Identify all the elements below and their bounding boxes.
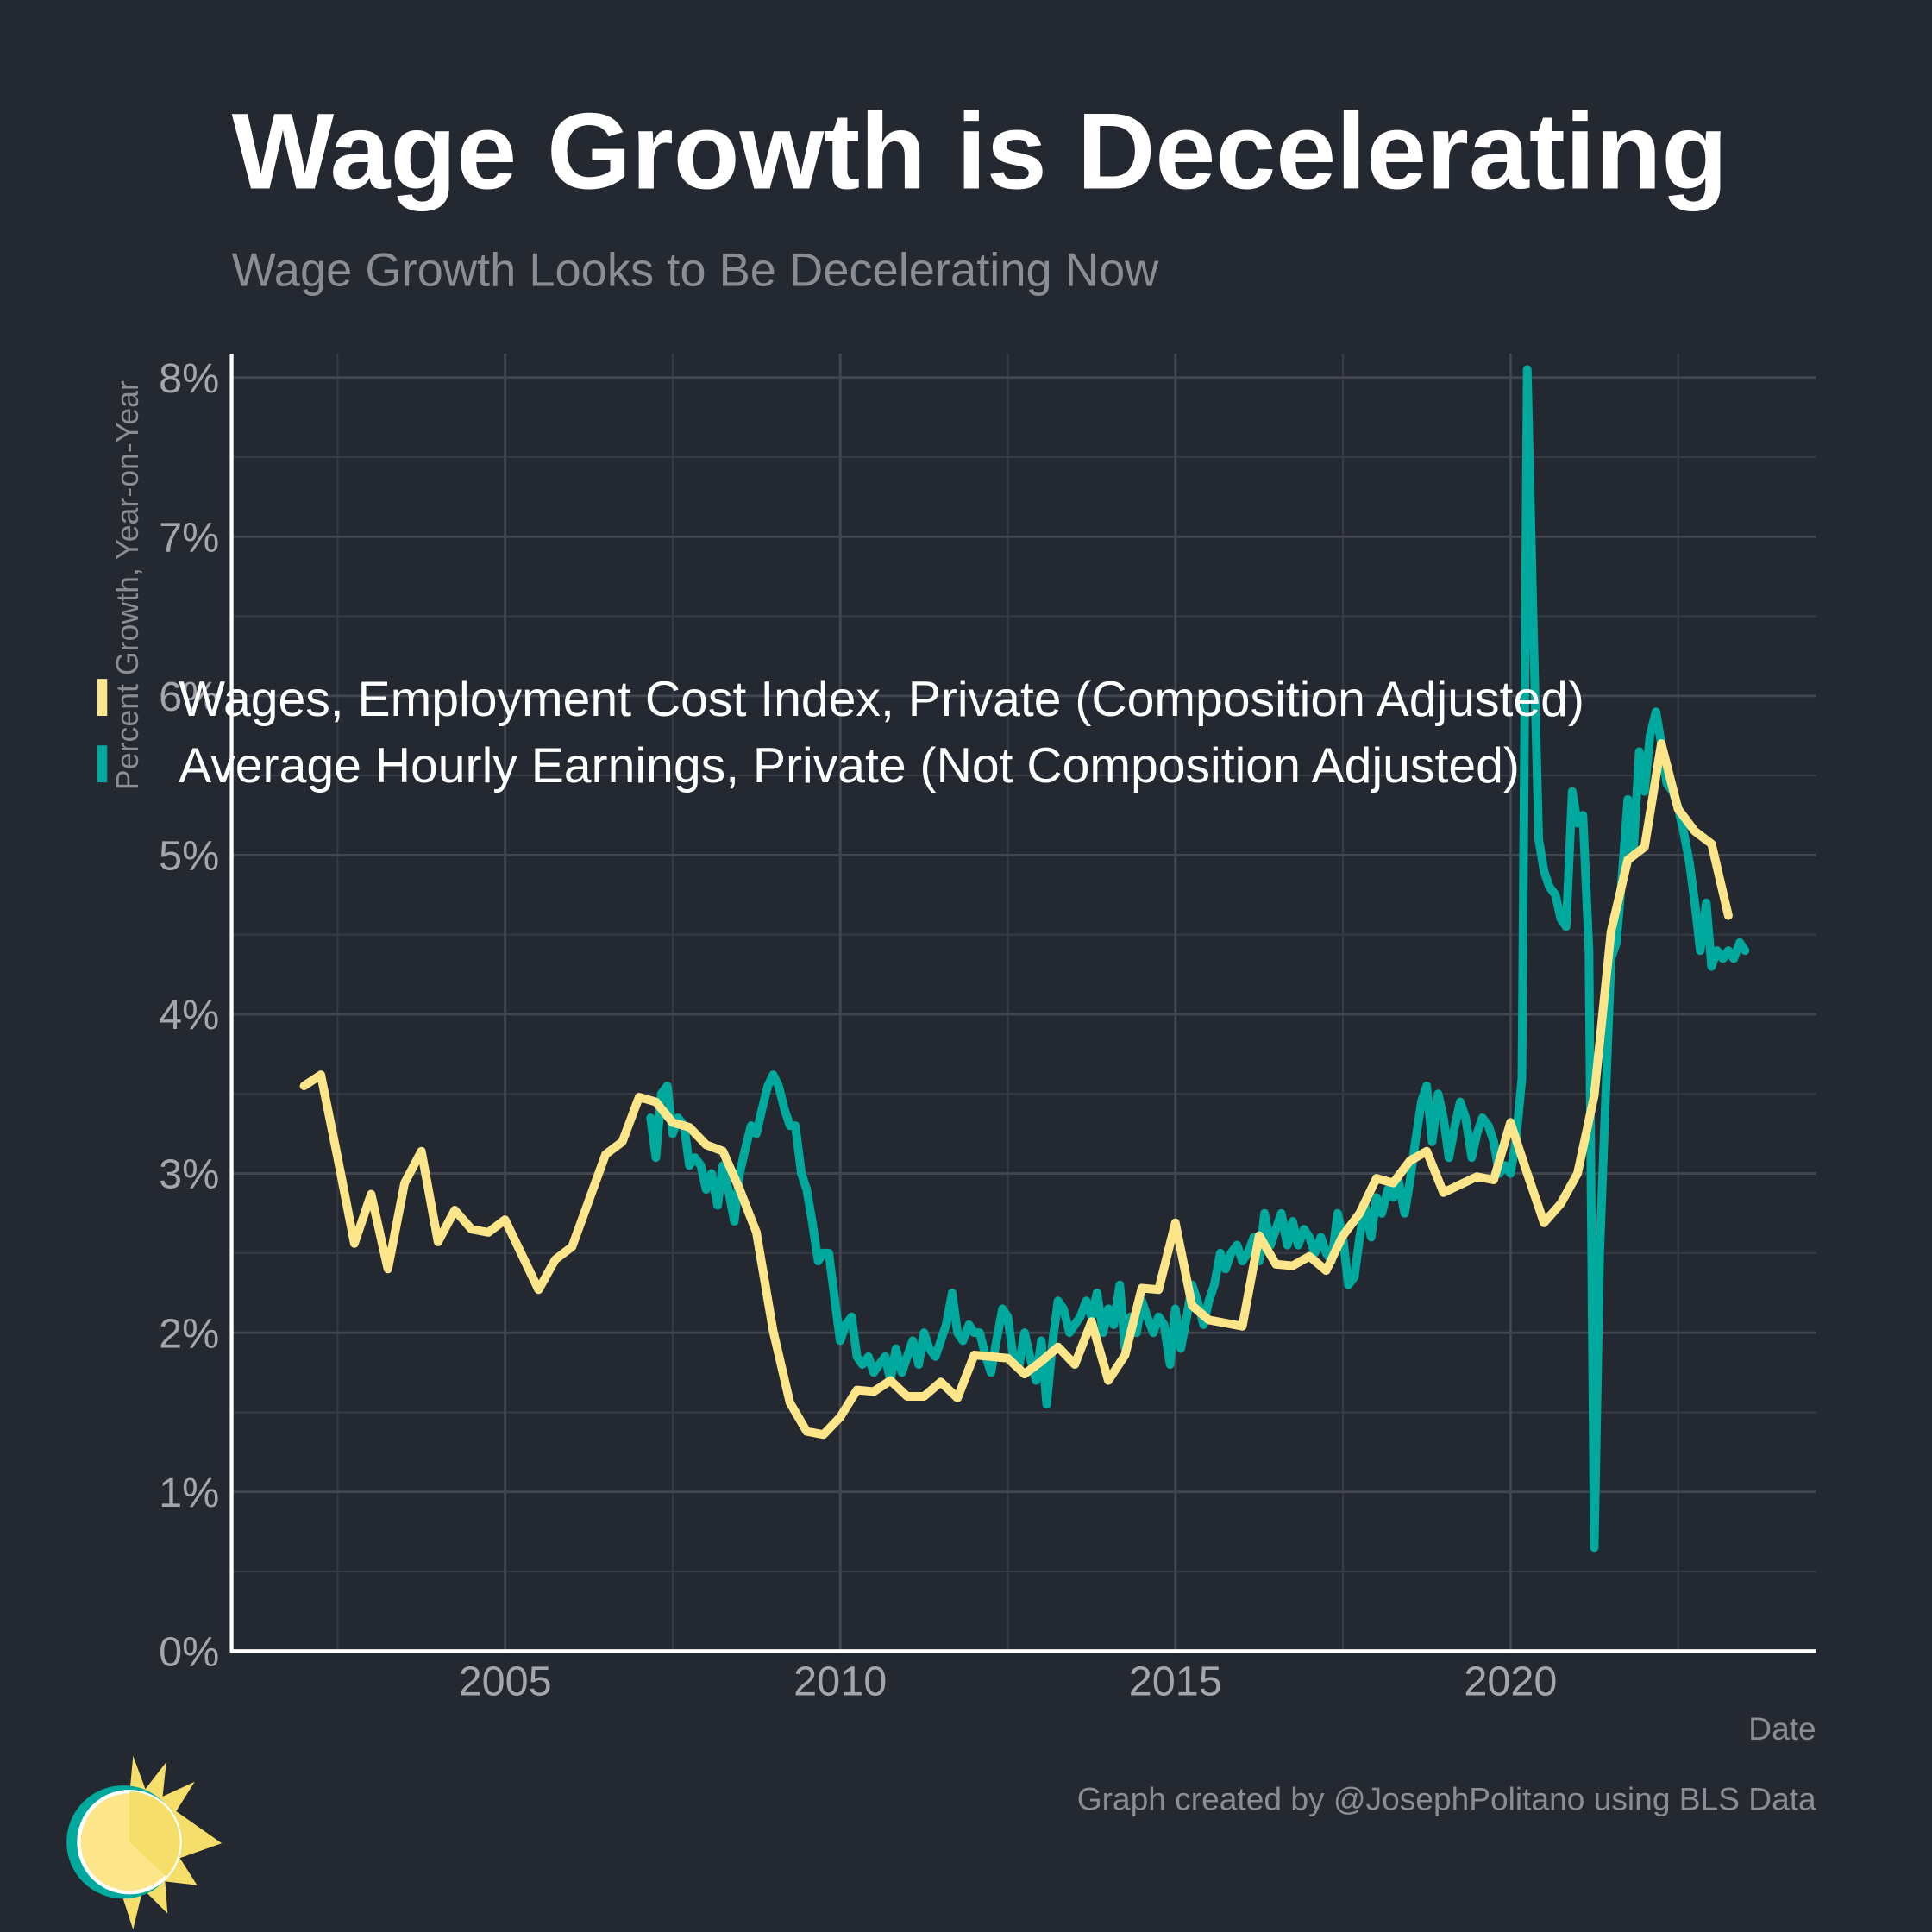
y-tick-label: 4% [159, 992, 219, 1038]
y-tick-label: 1% [159, 1470, 219, 1516]
chart-subtitle: Wage Growth Looks to Be Decelerating Now [232, 243, 1160, 296]
logo [66, 1755, 223, 1930]
plot-area: 0% 1% 2% 3% 4% 5% 6% 7% 8% 2005 2010 2015 2020 Wages,… [97, 354, 1816, 1705]
x-tick-label: 2020 [1464, 1659, 1557, 1705]
y-tick-label: 0% [159, 1628, 219, 1675]
caption: Graph created by @JosephPolitano using B… [1077, 1781, 1816, 1817]
x-tick-label: 2015 [1129, 1659, 1222, 1705]
y-tick-label: 6% [159, 674, 219, 720]
y-axis-label: Percent Growth, Year-on-Year [110, 380, 145, 790]
legend-label: Wages, Employment Cost Index, Private (C… [179, 672, 1584, 727]
data-line [646, 365, 1750, 1552]
y-tick-label: 7% [159, 514, 219, 561]
x-axis-label: Date [1748, 1710, 1816, 1747]
legend-label: Average Hourly Earnings, Private (Not Co… [179, 738, 1520, 794]
logo-shade [129, 1791, 180, 1877]
x-tick-label: 2010 [794, 1659, 887, 1705]
y-tick-label: 5% [159, 833, 219, 880]
chart-title: Wage Growth is Decelerating [232, 91, 1728, 212]
data-line [299, 739, 1733, 1440]
y-tick-label: 3% [159, 1151, 219, 1198]
y-tick-label: 8% [159, 355, 219, 402]
y-tick-label: 2% [159, 1310, 219, 1357]
legend: Wages, Employment Cost Index, Private (C… [97, 672, 1584, 794]
x-tick-label: 2005 [459, 1659, 552, 1705]
